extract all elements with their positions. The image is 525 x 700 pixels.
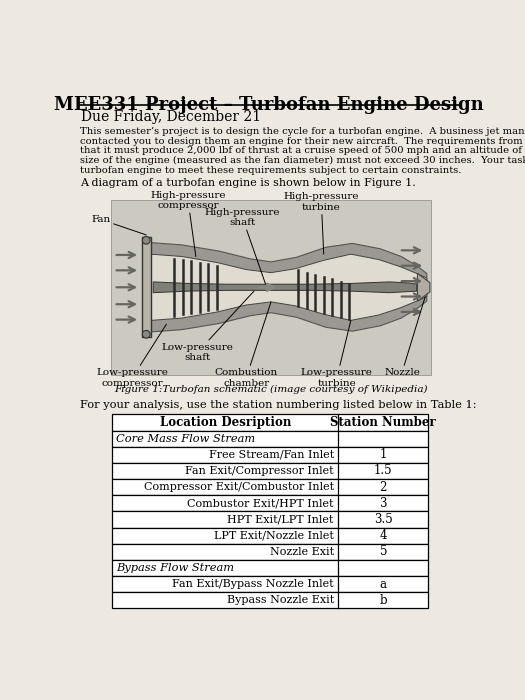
Text: Core Mass Flow Stream: Core Mass Flow Stream bbox=[116, 433, 255, 444]
Bar bbox=[112, 430, 428, 447]
Polygon shape bbox=[151, 254, 427, 321]
Text: Figure 1:Turbofan schematic (image courtesy of Wikipedia): Figure 1:Turbofan schematic (image court… bbox=[114, 385, 428, 394]
Text: 3: 3 bbox=[380, 497, 387, 510]
Text: This semester’s project is to design the cycle for a turbofan engine.  A busines: This semester’s project is to design the… bbox=[80, 127, 525, 136]
Text: Low-pressure
shaft: Low-pressure shaft bbox=[162, 291, 254, 362]
Text: Due Friday, December 21: Due Friday, December 21 bbox=[81, 110, 261, 124]
Bar bbox=[112, 592, 428, 608]
Text: size of the engine (measured as the fan diameter) must not exceed 30 inches.  Yo: size of the engine (measured as the fan … bbox=[80, 156, 525, 165]
Text: Low-pressure
compressor: Low-pressure compressor bbox=[97, 324, 168, 388]
Bar bbox=[112, 463, 428, 479]
Text: HPT Exit/LPT Inlet: HPT Exit/LPT Inlet bbox=[227, 514, 334, 524]
Text: MEE331 Project – Turbofan Engine Design: MEE331 Project – Turbofan Engine Design bbox=[54, 97, 484, 114]
Text: Compressor Exit/Combustor Inlet: Compressor Exit/Combustor Inlet bbox=[144, 482, 334, 492]
Text: High-pressure
shaft: High-pressure shaft bbox=[205, 208, 280, 284]
Text: Location Desription: Location Desription bbox=[160, 416, 291, 428]
Text: Fan: Fan bbox=[92, 215, 146, 235]
Text: b: b bbox=[380, 594, 387, 607]
Ellipse shape bbox=[142, 237, 150, 244]
Text: 1.5: 1.5 bbox=[374, 464, 393, 477]
Text: Bypass Flow Stream: Bypass Flow Stream bbox=[116, 563, 234, 573]
Bar bbox=[142, 237, 151, 337]
Bar bbox=[112, 479, 428, 495]
Text: High-pressure
turbine: High-pressure turbine bbox=[284, 193, 359, 254]
Text: Fan Exit/Bypass Nozzle Inlet: Fan Exit/Bypass Nozzle Inlet bbox=[172, 579, 334, 589]
Text: Low-pressure
turbine: Low-pressure turbine bbox=[301, 321, 373, 388]
Text: Combustor Exit/HPT Inlet: Combustor Exit/HPT Inlet bbox=[187, 498, 334, 508]
Text: Station Number: Station Number bbox=[331, 416, 436, 428]
Ellipse shape bbox=[142, 330, 150, 338]
Text: Nozzle: Nozzle bbox=[384, 297, 425, 377]
Text: LPT Exit/Nozzle Inlet: LPT Exit/Nozzle Inlet bbox=[214, 531, 334, 540]
Text: A diagram of a turbofan engine is shown below in Figure 1.: A diagram of a turbofan engine is shown … bbox=[80, 178, 415, 188]
Text: Fan Exit/Compressor Inlet: Fan Exit/Compressor Inlet bbox=[185, 466, 334, 476]
Bar bbox=[112, 414, 428, 430]
Text: High-pressure
compressor: High-pressure compressor bbox=[150, 191, 226, 256]
Text: Bypass Nozzle Exit: Bypass Nozzle Exit bbox=[226, 595, 334, 606]
Bar bbox=[111, 199, 432, 375]
Bar bbox=[112, 560, 428, 576]
Bar bbox=[112, 495, 428, 511]
Text: Nozzle Exit: Nozzle Exit bbox=[270, 547, 334, 556]
Bar bbox=[112, 544, 428, 560]
Text: turbofan engine to meet these requirements subject to certain constraints.: turbofan engine to meet these requiremen… bbox=[80, 166, 461, 174]
Bar bbox=[112, 447, 428, 463]
Bar bbox=[112, 576, 428, 592]
Text: 1: 1 bbox=[380, 448, 387, 461]
Text: contacted you to design them an engine for their new aircraft.  The requirements: contacted you to design them an engine f… bbox=[80, 136, 525, 146]
Text: 5: 5 bbox=[380, 545, 387, 559]
Polygon shape bbox=[417, 274, 430, 301]
Text: Combustion
chamber: Combustion chamber bbox=[215, 302, 278, 388]
Polygon shape bbox=[151, 243, 427, 332]
Bar bbox=[112, 528, 428, 544]
Bar bbox=[112, 511, 428, 528]
Text: 3.5: 3.5 bbox=[374, 513, 393, 526]
Polygon shape bbox=[153, 282, 417, 293]
Text: a: a bbox=[380, 578, 387, 591]
Text: that it must produce 2,000 lbf of thrust at a cruise speed of 500 mph and an alt: that it must produce 2,000 lbf of thrust… bbox=[80, 146, 525, 155]
Text: 2: 2 bbox=[380, 481, 387, 493]
Text: For your analysis, use the station numbering listed below in Table 1:: For your analysis, use the station numbe… bbox=[80, 400, 476, 410]
Text: Free Stream/Fan Inlet: Free Stream/Fan Inlet bbox=[208, 450, 334, 460]
Text: 4: 4 bbox=[380, 529, 387, 542]
